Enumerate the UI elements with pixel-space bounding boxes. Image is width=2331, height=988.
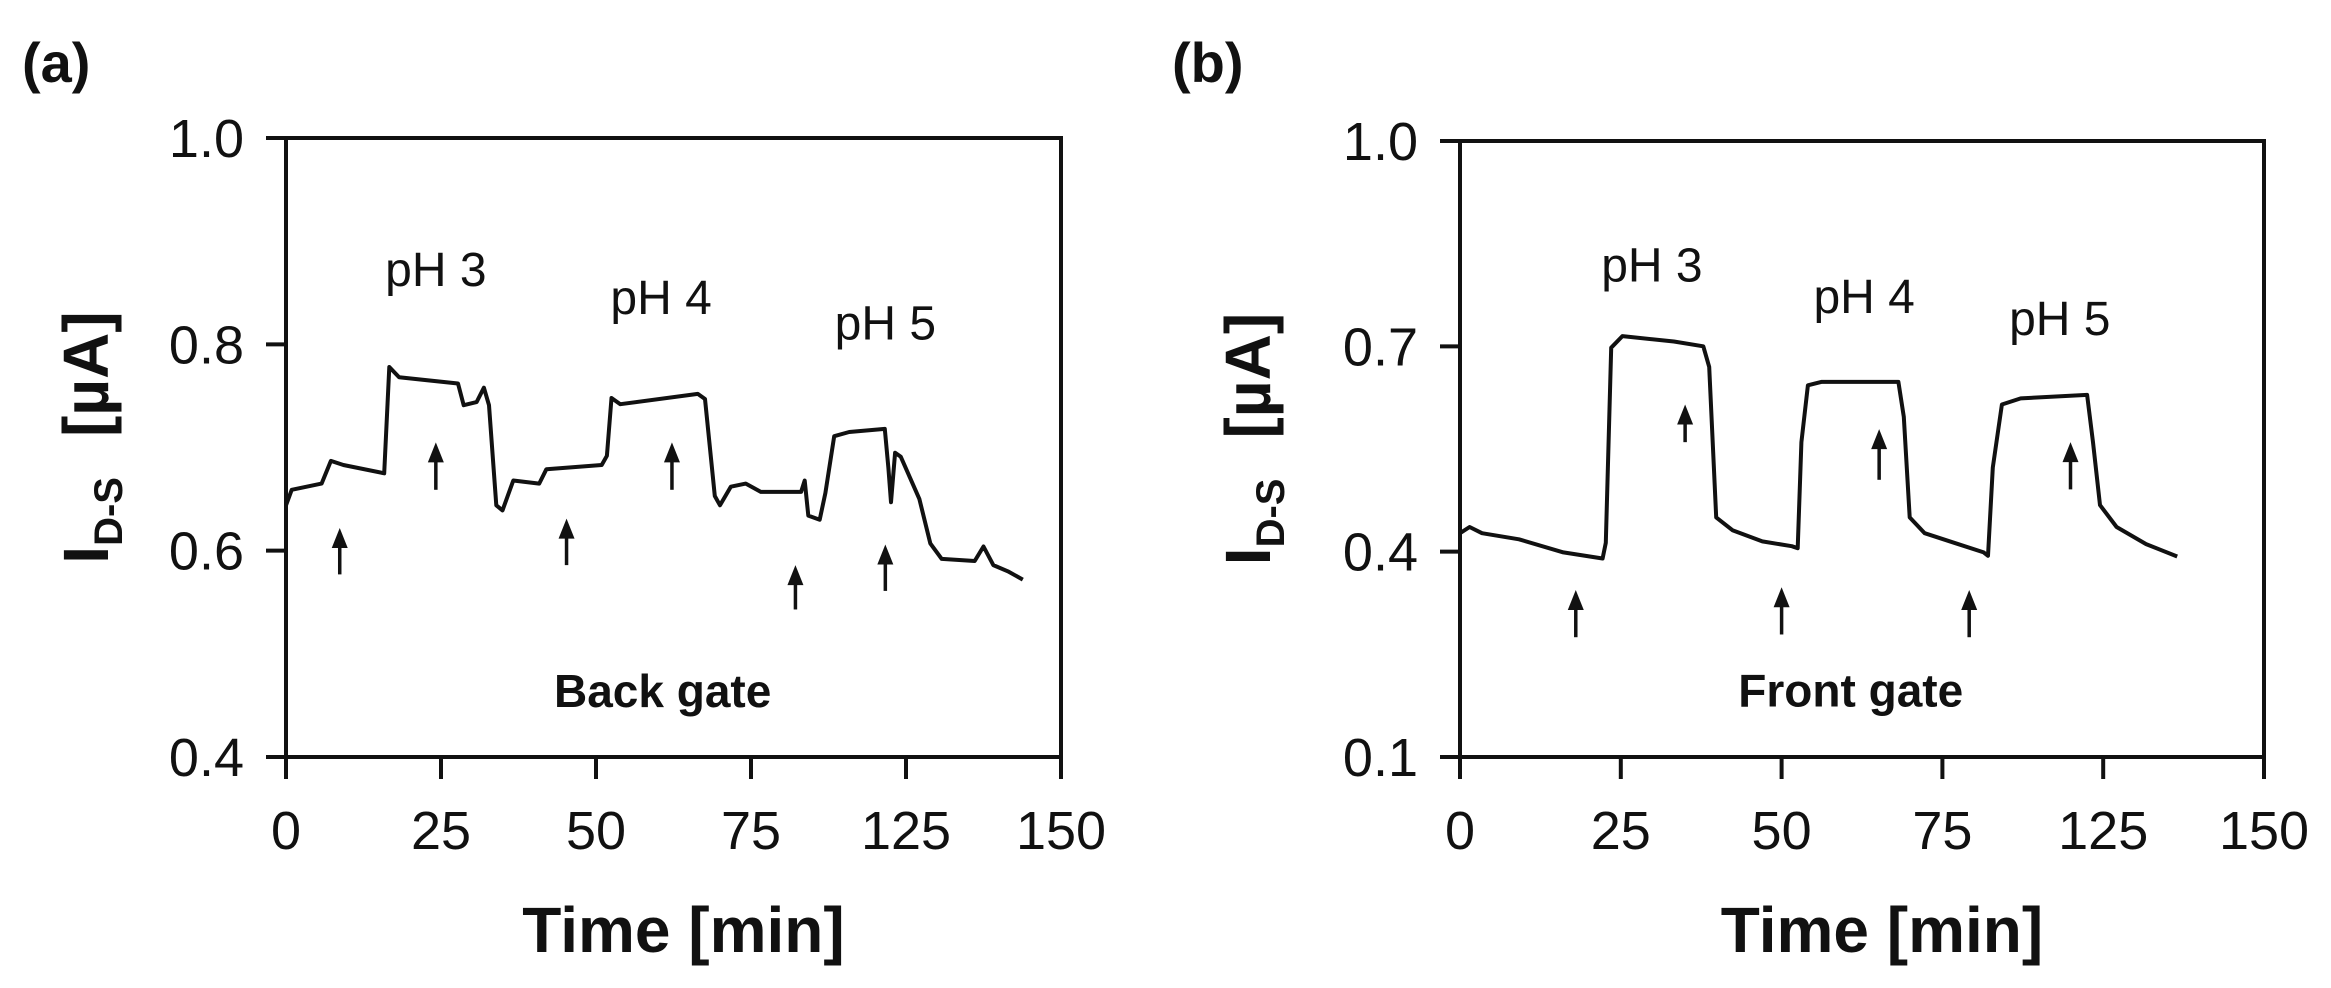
y-tick-label: 0.7	[1343, 317, 1418, 377]
arrow-marker	[663, 442, 680, 490]
ph-annotation: pH 5	[835, 298, 936, 351]
x-tick-label: 75	[1912, 801, 1972, 861]
y-axis-title: ID-S [µA]	[1212, 313, 1293, 565]
ph-annotation: pH 3	[1601, 240, 1702, 293]
x-tick-label: 25	[1591, 801, 1651, 861]
x-tick-label: 50	[1752, 801, 1812, 861]
y-tick-label: 0.4	[169, 728, 244, 788]
arrow-marker	[427, 442, 444, 490]
arrow-up-icon	[1961, 589, 1978, 610]
current-trace	[284, 365, 1024, 582]
y-axis-title: ID-S [µA]	[50, 311, 131, 563]
arrow-up-icon	[787, 565, 804, 586]
arrow-up-icon	[331, 527, 348, 548]
y-tick-label: 0.4	[1343, 523, 1418, 583]
y-tick-label: 0.8	[169, 315, 244, 375]
arrow-up-icon	[1677, 404, 1694, 425]
x-tick-label: 0	[271, 801, 301, 861]
x-tick-label: 0	[1445, 801, 1475, 861]
arrow-marker	[1773, 587, 1790, 635]
y-tick-label: 1.0	[169, 109, 244, 169]
arrow-up-icon	[877, 544, 894, 565]
y-axis-subscript: D-S	[1249, 479, 1293, 548]
y-axis-unit: [µA]	[1212, 313, 1284, 439]
y-axis-symbol: I	[50, 546, 122, 564]
y-tick-label: 0.1	[1343, 728, 1418, 788]
arrow-up-icon	[1773, 587, 1790, 608]
x-tick-label: 50	[566, 801, 626, 861]
y-axis-unit: [µA]	[50, 311, 122, 437]
x-tick-label: 150	[2219, 801, 2309, 861]
arrow-marker	[1871, 429, 1888, 480]
arrow-marker	[558, 518, 575, 566]
gate-label: Back gate	[554, 665, 771, 717]
x-tick-label: 125	[861, 801, 951, 861]
y-tick-label: 1.0	[1343, 112, 1418, 172]
arrow-up-icon	[663, 442, 680, 463]
ph-annotation: pH 3	[385, 244, 486, 297]
chart-panel-a: (a) 0.4 0.6 0.8 1.0 0 25 50 75 125 150 Time [min] ID…	[22, 31, 1106, 966]
arrow-marker	[877, 544, 894, 591]
ph-annotation: pH 5	[2009, 293, 2110, 346]
x-tick-label: 75	[721, 801, 781, 861]
arrow-marker	[331, 527, 348, 575]
arrow-up-icon	[1871, 429, 1888, 450]
arrow-marker	[1677, 404, 1694, 443]
x-axis-title: Time [min]	[1721, 894, 2043, 966]
x-tick-label: 25	[411, 801, 471, 861]
y-axis-subscript: D-S	[87, 477, 131, 546]
plot-frame	[1458, 139, 2266, 759]
panel-label: (b)	[1172, 31, 1244, 94]
ph-annotation: pH 4	[610, 272, 711, 325]
current-trace	[1458, 334, 2178, 561]
arrow-marker	[2062, 442, 2079, 490]
x-tick-label: 150	[1016, 801, 1106, 861]
plot-frame	[284, 136, 1063, 759]
ph-annotation: pH 4	[1813, 271, 1914, 324]
x-tick-label: 125	[2058, 801, 2148, 861]
gate-label: Front gate	[1738, 665, 1963, 717]
arrow-marker	[1961, 589, 1978, 638]
y-tick-label: 0.6	[169, 522, 244, 582]
arrow-up-icon	[1567, 589, 1584, 610]
arrow-up-icon	[558, 518, 575, 539]
chart-panel-b: (b) 0.1 0.4 0.7 1.0 0 25 50 75 125 150 Time [min] ID…	[1172, 31, 2309, 966]
arrow-marker	[787, 565, 804, 610]
arrow-up-icon	[427, 442, 444, 463]
arrow-marker	[1567, 589, 1584, 638]
x-axis-title: Time [min]	[522, 894, 844, 966]
panel-label: (a)	[22, 31, 90, 94]
arrow-up-icon	[2062, 442, 2079, 463]
y-axis-symbol: I	[1212, 547, 1284, 565]
